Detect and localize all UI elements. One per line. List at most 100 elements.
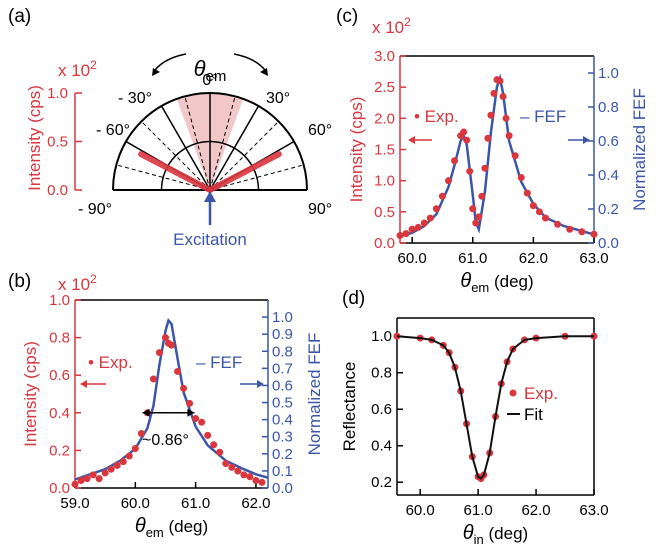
panel-a-excitation-arrowhead	[204, 191, 216, 202]
panel-a-y-ticks: 0.0 0.5 1.0	[47, 85, 82, 199]
panel-c-exp-axis-arrowhead	[408, 136, 415, 144]
panel-a-angle-label: - 60°	[96, 122, 130, 139]
panel-c-y-tick-label: 0.0	[374, 235, 395, 252]
panel-b-label: (b)	[8, 271, 31, 292]
panel-c-exp-point	[502, 114, 510, 122]
panel-a: (a) x 102 Intensity (cps) 0.0 0.5 1.0 0° - …	[8, 6, 332, 249]
panel-d-legend-fit-label: Fit	[524, 405, 543, 424]
panel-b-fef-axis-arrowhead	[257, 380, 264, 388]
panel-b-y2-tick-label: 0.9	[272, 326, 293, 343]
panel-b-y-label: Intensity (cps)	[21, 341, 40, 447]
panel-b-x-tick-label: 61.0	[181, 495, 210, 512]
panel-b-x-tick-label: 60.0	[121, 495, 150, 512]
panel-b-exp-point	[113, 461, 121, 469]
panel-a-polar-spoke	[116, 164, 211, 191]
panel-b-exp-point	[168, 341, 175, 349]
panel-c-exp-point	[463, 136, 471, 144]
panel-b-exp-point	[198, 418, 206, 426]
panel-c-exp-point	[396, 232, 404, 240]
panel-c-x-tick-label: 60.0	[398, 250, 427, 267]
panel-c-y-tick-label: 2.5	[374, 79, 395, 96]
panel-a-rotation-arrowhead-right	[260, 68, 268, 76]
panel-a-polar-spoke	[160, 105, 211, 191]
panel-d-x-tick-label: 60.0	[406, 502, 435, 519]
panel-d-y-tick-label: 0.2	[371, 474, 392, 491]
panel-a-label: (a)	[8, 6, 31, 27]
panel-b-y2-tick-label: 0.5	[272, 395, 293, 412]
panel-b-fef-label: – FEF	[196, 353, 242, 372]
panel-a-emission-lobe	[138, 151, 213, 193]
panel-a-emission-lobe	[207, 151, 282, 193]
panel-a-polar-spoke	[141, 121, 211, 191]
panel-c-y2-tick-label: 0.0	[598, 235, 619, 252]
panel-c-y-tick-label: 2.0	[374, 110, 395, 127]
panel-b-exp-point	[155, 349, 163, 357]
panel-b-y-tick-label: 0.0	[49, 480, 70, 497]
panel-d-x-label: θin (deg)	[463, 522, 528, 547]
panel-c-y2-tick-label: 0.6	[598, 133, 619, 150]
panel-c-exp-point	[438, 192, 446, 200]
panel-a-multiplier: x 102	[58, 58, 97, 80]
panel-b-multiplier: x 102	[58, 272, 97, 294]
panel-b-fwhm-arrowhead-right	[187, 408, 195, 417]
panel-d-fit-line	[396, 335, 594, 480]
panel-d-y-label: Reflectance	[340, 362, 359, 452]
panel-b-exp-axis-arrowhead	[80, 380, 87, 388]
panel-d-y-tick-label: 0.8	[371, 365, 392, 382]
panel-b-exp-point	[210, 441, 218, 449]
panel-b-exp-point	[228, 463, 236, 471]
panel-b-fwhm-label: ~0.86°	[142, 432, 189, 449]
panel-a-angle-label: 90°	[308, 201, 332, 218]
panel-a-angle-label: 30°	[266, 90, 290, 107]
panel-b-x-label: θem (deg)	[135, 515, 208, 540]
panel-c-exp-point	[414, 223, 422, 231]
panel-b-y-tick-label: 1.0	[49, 292, 70, 309]
panel-d-y-tick-label: 0.6	[371, 401, 392, 418]
panel-b-exp-point	[119, 458, 127, 466]
panel-c-exp-point	[523, 189, 531, 197]
panel-d-y-tick-label: 1.0	[371, 328, 392, 345]
panel-a-polar-spoke	[209, 96, 236, 191]
panel-c-y2-tick-label: 0.8	[598, 99, 619, 116]
panel-c-exp-point	[490, 89, 498, 97]
panel-b-exp-point	[71, 480, 79, 488]
panel-b-exp-point	[186, 399, 194, 407]
panel-d-legend-exp-label: Exp.	[524, 384, 558, 403]
panel-c-exp-point	[529, 202, 537, 210]
panel-b-exp-point	[107, 465, 115, 473]
panel-d-x-tick-label: 61.0	[464, 502, 493, 519]
panel-d-legend-exp-marker	[509, 389, 517, 397]
panel-a-ylabel: Intensity (cps)	[25, 85, 44, 191]
panel-c-exp-point	[499, 93, 507, 101]
panel-b-exp-point	[83, 475, 91, 483]
panel-d-y-tick-label: 0.4	[371, 438, 392, 455]
panel-b-exp-point	[77, 476, 85, 484]
panel-c-x-tick-label: 61.0	[458, 250, 487, 267]
panel-c-exp-point	[542, 214, 549, 222]
panel-c-exp-point	[472, 219, 480, 227]
panel-b-exp-point	[234, 467, 242, 475]
panel-b-exp-point	[95, 475, 103, 483]
panel-b-y-tick-label: 0.2	[49, 442, 70, 459]
panel-a-theta-label: θem	[194, 56, 227, 85]
panel-c-exp-point	[590, 230, 598, 238]
panel-c-exp-point	[445, 177, 452, 185]
panel-b-y2-tick-label: 0.6	[272, 377, 293, 394]
panel-c-multiplier: x 102	[372, 15, 411, 37]
panel-b-exp-point	[131, 445, 139, 453]
panel-c-y-tick-label: 1.0	[374, 173, 395, 190]
panel-c-exp-point	[420, 219, 428, 227]
panel-c-exp-point	[469, 205, 477, 213]
panel-b-x-tick-label: 59.0	[60, 495, 89, 512]
panel-b-exp-point	[161, 334, 169, 342]
panel-a-polar-spoke	[209, 164, 304, 191]
panel-b-exp-point	[216, 448, 224, 456]
panel-c-y-label: Intensity (cps)	[347, 97, 366, 203]
panel-a-rotation-arrowhead-left	[152, 68, 160, 76]
panel-a-y-tick-label: 1.0	[47, 85, 68, 102]
panel-b-y2-tick-label: 1.0	[272, 309, 293, 326]
panel-a-polar-spoke	[209, 121, 279, 191]
panel-b-exp-point	[204, 431, 212, 439]
panel-b-exp-point	[192, 414, 200, 422]
